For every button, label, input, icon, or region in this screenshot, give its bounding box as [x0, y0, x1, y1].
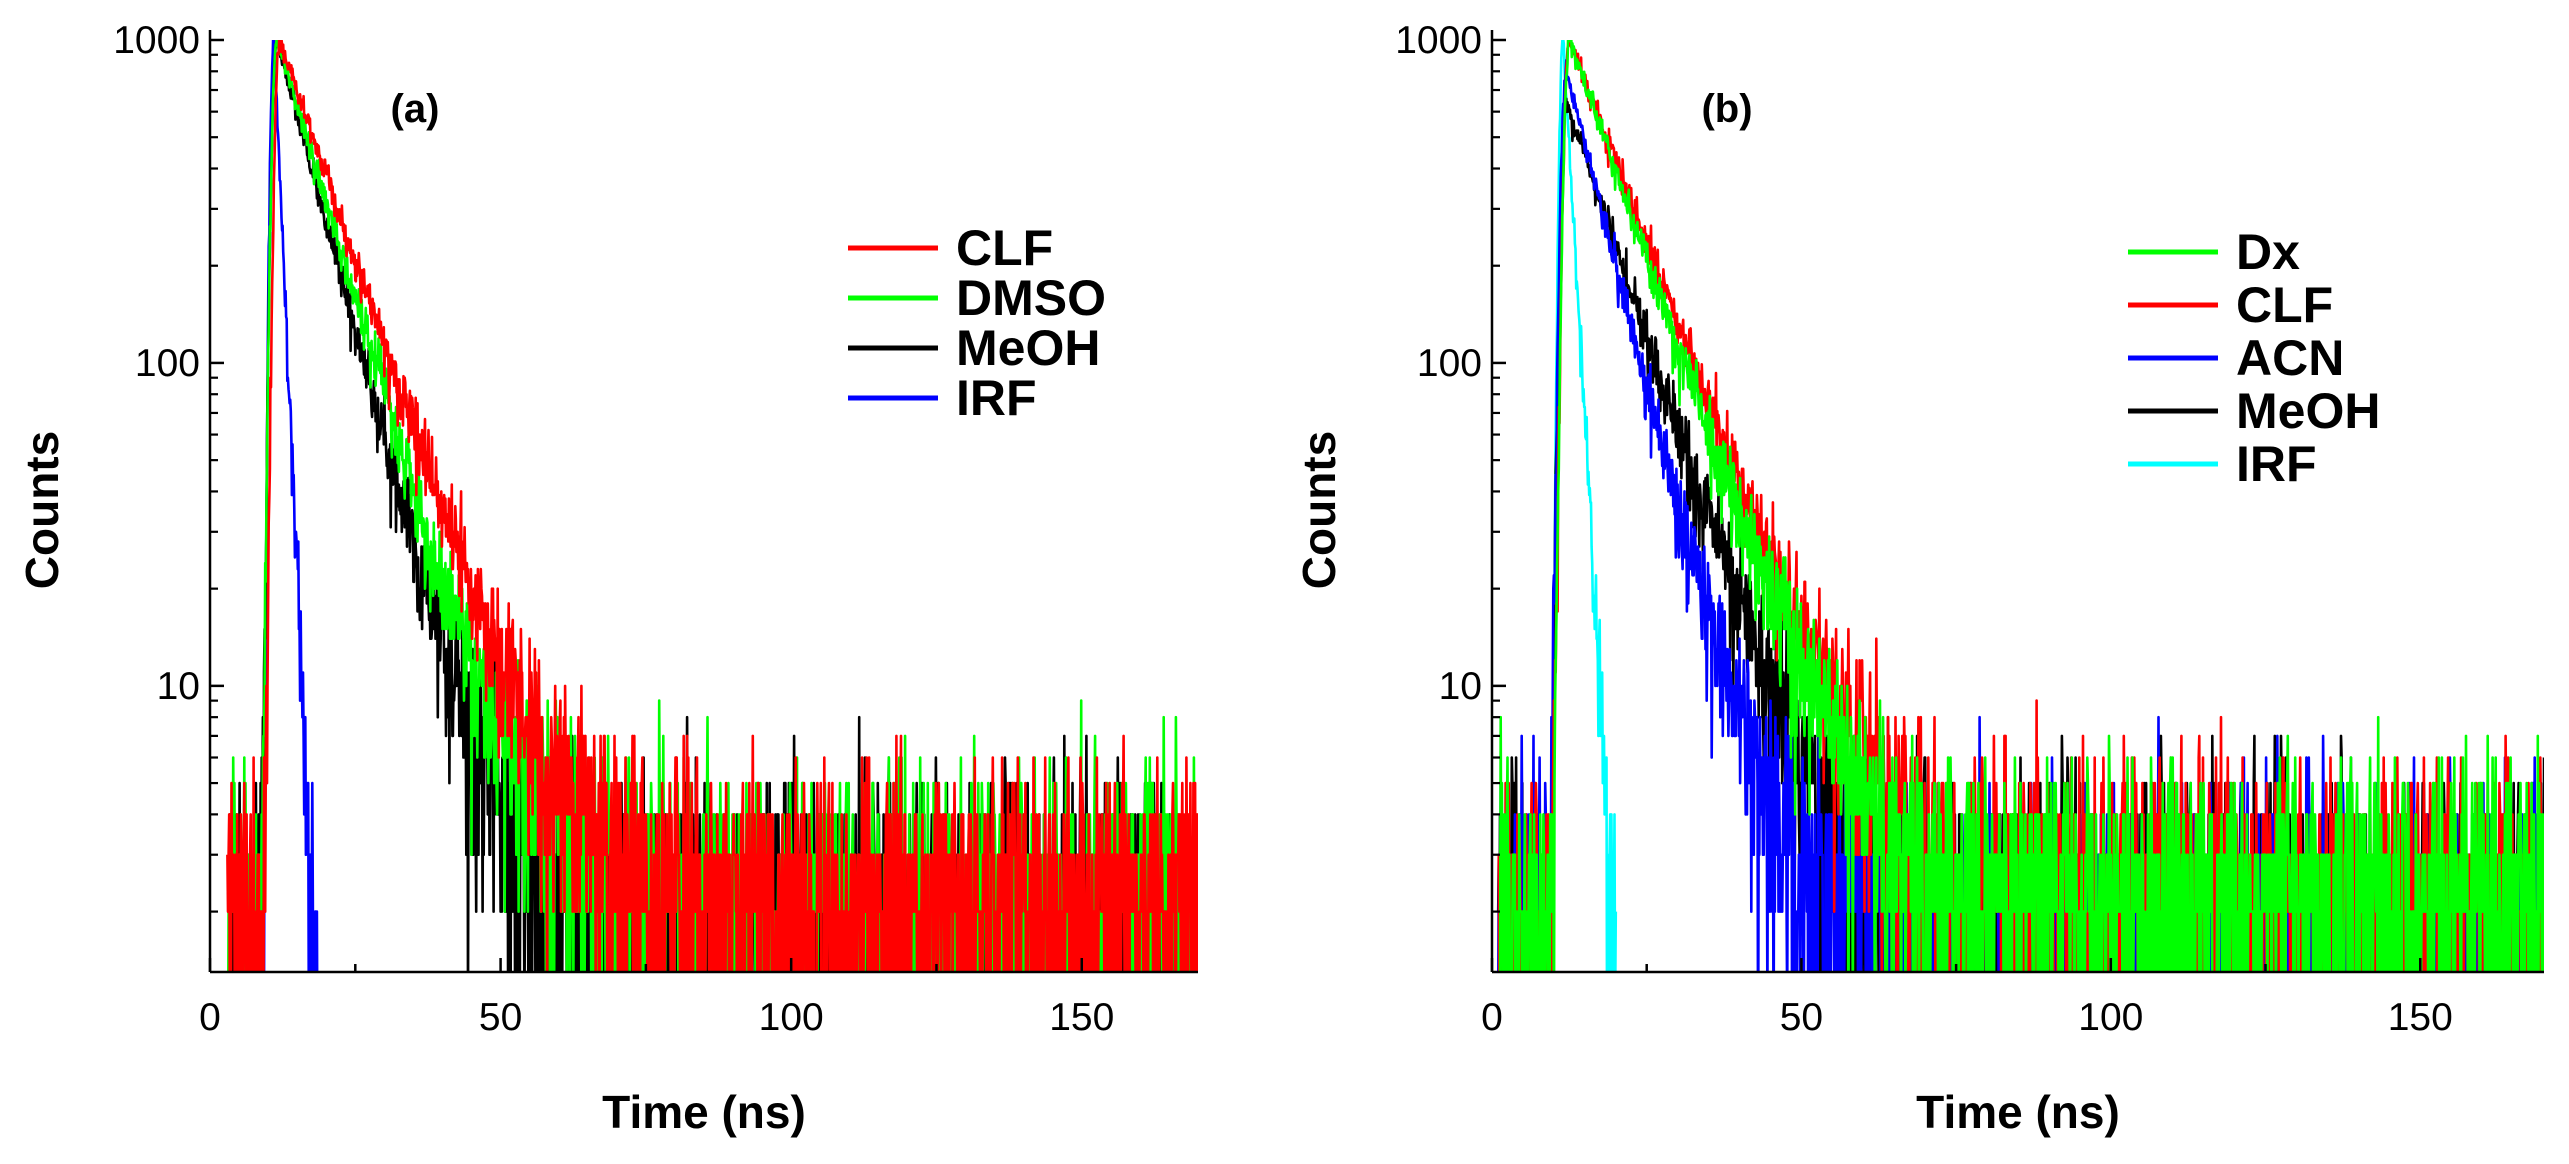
- panel-a-x-tick-label: 0: [199, 996, 221, 1039]
- panel-b-y-tick-label: 1000: [1395, 19, 1482, 62]
- panel-b-y-axis-title: Counts: [1293, 431, 1345, 589]
- panel-b-series-irf: [1550, 40, 1618, 972]
- panel-a-legend-label-clf: CLF: [956, 220, 1053, 276]
- panel-b-series-dx: [1498, 40, 2544, 972]
- panel-a-legend-label-dmso: DMSO: [956, 270, 1106, 326]
- panel-b-legend-label-clf: CLF: [2236, 277, 2333, 333]
- panel-b-x-axis-title: Time (ns): [1916, 1086, 2120, 1138]
- panel-a-legend-label-meoh: MeOH: [956, 320, 1100, 376]
- panel-a-y-tick-label: 10: [157, 665, 200, 708]
- panel-b-x-tick-label: 0: [1481, 996, 1503, 1039]
- panel-b-axes: [1490, 30, 2544, 974]
- panel-b-legend-label-dx: Dx: [2236, 224, 2300, 280]
- panel-a-x-axis-title: Time (ns): [602, 1086, 806, 1138]
- panel-b-x-tick-label: 100: [2078, 996, 2143, 1039]
- panel-b-legend-label-meoh: MeOH: [2236, 383, 2380, 439]
- panel-b-y-tick-label: 100: [1417, 342, 1482, 385]
- panel-b-label: (b): [1701, 87, 1752, 131]
- panel-a-tick-labels: 0 50 100 150 10 100 1000: [113, 19, 1114, 1039]
- panel-b-series: [1496, 40, 2544, 972]
- panel-a-axes: [208, 30, 1198, 974]
- panel-b-y-tick-label: 10: [1439, 665, 1482, 708]
- panel-a-y-tick-label: 1000: [113, 19, 200, 62]
- panel-a-series-irf: [261, 40, 319, 972]
- panel-b-x-tick-label: 150: [2388, 996, 2453, 1039]
- panel-b-legend-label-irf: IRF: [2236, 436, 2317, 492]
- panel-a-x-tick-label: 150: [1049, 996, 1114, 1039]
- panel-a-y-tick-label: 100: [135, 342, 200, 385]
- panel-a-label: (a): [391, 87, 440, 131]
- panel-a-x-tick-label: 100: [759, 996, 824, 1039]
- panel-b-x-tick-label: 50: [1780, 996, 1823, 1039]
- panel-a-legend-label-irf: IRF: [956, 370, 1037, 426]
- panel-a-x-tick-label: 50: [479, 996, 522, 1039]
- panel-b-tick-labels: 0 50 100 150 10 100 1000: [1395, 19, 2453, 1039]
- panel-a-series-clf: [226, 40, 1198, 972]
- panel-b-legend-label-acn: ACN: [2236, 330, 2344, 386]
- panel-a-series: [226, 40, 1198, 972]
- panel-a-y-axis-title: Counts: [16, 431, 68, 589]
